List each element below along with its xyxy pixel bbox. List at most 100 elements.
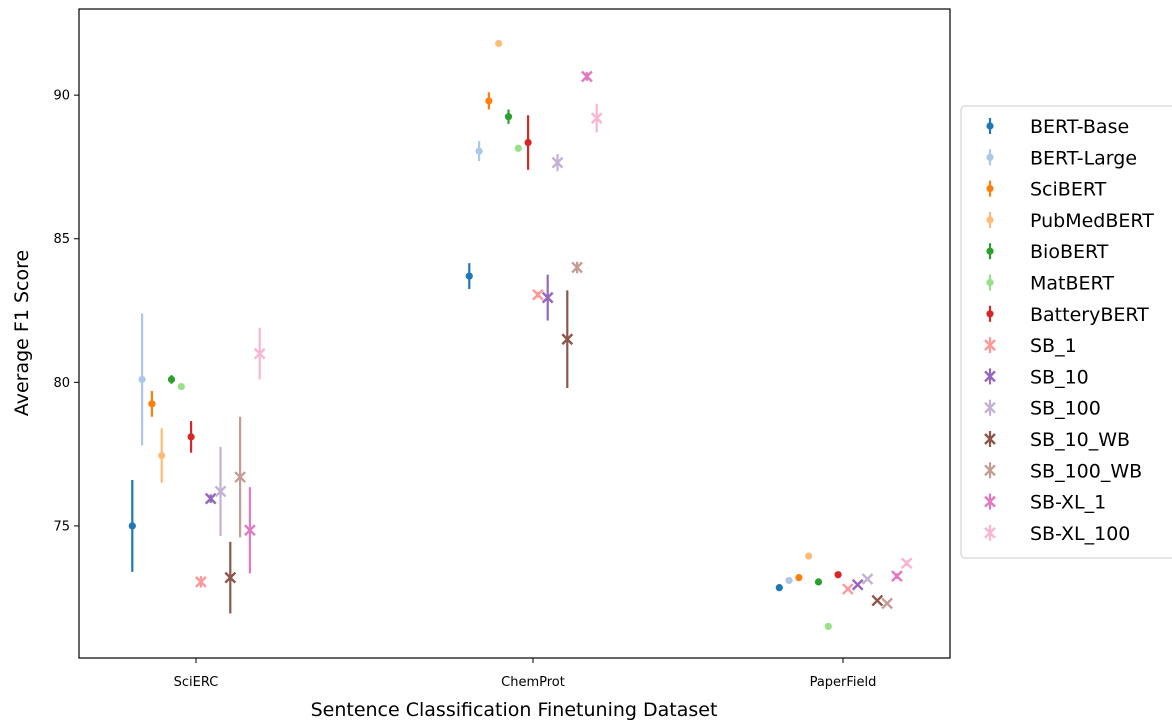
data-point [167,375,176,384]
data-point-x [244,524,256,537]
legend-item: PubMedBERT [986,210,1154,232]
data-point-x [891,570,903,583]
series-sb-100-wb [234,261,893,610]
y-axis: 75 80 85 90 [53,89,79,534]
data-point [158,451,166,460]
legend-label: BioBERT [1030,241,1109,263]
legend-item: BatteryBERT [986,304,1149,326]
legend-label: BERT-Base [1030,116,1129,138]
series-sb-1 [195,288,854,595]
data-point-x [571,261,583,274]
data-point [187,433,195,441]
series-bert-large [138,141,793,585]
legend-label: SB-XL_1 [1030,492,1106,514]
data-point-x [234,471,246,483]
x-axis-label: Sentence Classification Finetuning Datas… [311,699,718,721]
series-pubmedbert [158,39,813,560]
series-bert-base [128,263,783,592]
legend-marker [986,153,994,161]
legend-item: BERT-Base [986,116,1129,138]
series-biobert [167,109,823,586]
legend-label: SB_1 [1030,335,1077,357]
data-point-x [881,597,893,610]
legend-item: SB-XL_1 [984,492,1106,514]
data-point-x [842,583,854,595]
series-sb-100 [214,154,874,585]
data-point [785,576,793,585]
legend-label: SB-XL_100 [1030,523,1130,545]
series-sb-xl-100 [253,103,913,570]
y-tick-label: 75 [53,519,70,534]
x-tick-label: PaperField [810,675,877,690]
series-sb-xl-1 [244,70,903,583]
legend-item: MatBERT [986,273,1114,295]
series-scibert [148,92,803,582]
legend-marker [986,278,994,287]
legend-marker [986,216,994,224]
data-point-x [551,156,564,169]
legend-item: SB_10 [984,366,1089,388]
data-point-x [590,112,603,124]
data-point [128,522,136,530]
x-axis: SciERC ChemProt PaperField [174,658,877,690]
legend-marker [984,401,996,414]
legend-marker [986,185,994,193]
legend-label: SB_100_WB [1030,460,1142,482]
data-point [465,272,473,280]
data-point-x [561,333,574,346]
legend-marker [984,370,996,383]
legend-label: SB_100 [1030,398,1101,420]
legend-item: BioBERT [986,241,1109,263]
series-sb-10-wb [224,290,884,614]
data-point [177,383,185,391]
series-matbert [177,144,832,631]
legend-label: SciBERT [1030,179,1107,201]
legend-marker [984,464,996,477]
data-point [824,622,832,631]
legend-marker [986,122,994,130]
data-point [475,147,483,155]
y-tick-label: 80 [53,376,70,391]
y-axis-label: Average F1 Score [11,250,33,416]
data-point-x [900,557,913,570]
series-sb-10 [204,274,864,591]
data-point-x [581,70,593,83]
data-point [514,144,522,152]
data-point-x [871,594,884,607]
legend-label: SB_10 [1030,366,1089,388]
legend-item: SB_1 [984,335,1077,357]
data-point-x [851,578,864,591]
data-point-x [214,485,227,498]
data-point [485,97,493,105]
legend-item: SB_100 [984,398,1101,420]
legend-marker [986,310,994,318]
plot-area [78,8,951,659]
data-point [814,578,823,586]
legend-label: MatBERT [1030,273,1114,295]
data-point [495,39,503,48]
series-batterybert [187,115,842,579]
legend-item: SciBERT [986,179,1107,201]
data-point-x [204,492,217,505]
data-point [504,113,513,121]
data-point [148,400,156,408]
data-point-x [224,571,237,584]
data-point [834,571,842,579]
legend-marker [984,495,996,508]
data-point [795,573,803,582]
legend-marker [984,339,996,351]
data-point-x [532,288,544,301]
legend-marker [986,247,994,255]
data-point [805,552,813,560]
legend-marker [984,433,996,445]
legend-label: BERT-Large [1030,147,1137,169]
legend-item: SB-XL_100 [984,523,1130,545]
legend-item: SB_10_WB [984,429,1130,451]
data-point-x [253,347,266,360]
data-marks [128,39,913,631]
data-point-x [195,576,207,588]
y-tick-label: 90 [53,89,70,104]
legend-item: SB_100_WB [984,460,1142,482]
data-point [524,138,532,147]
